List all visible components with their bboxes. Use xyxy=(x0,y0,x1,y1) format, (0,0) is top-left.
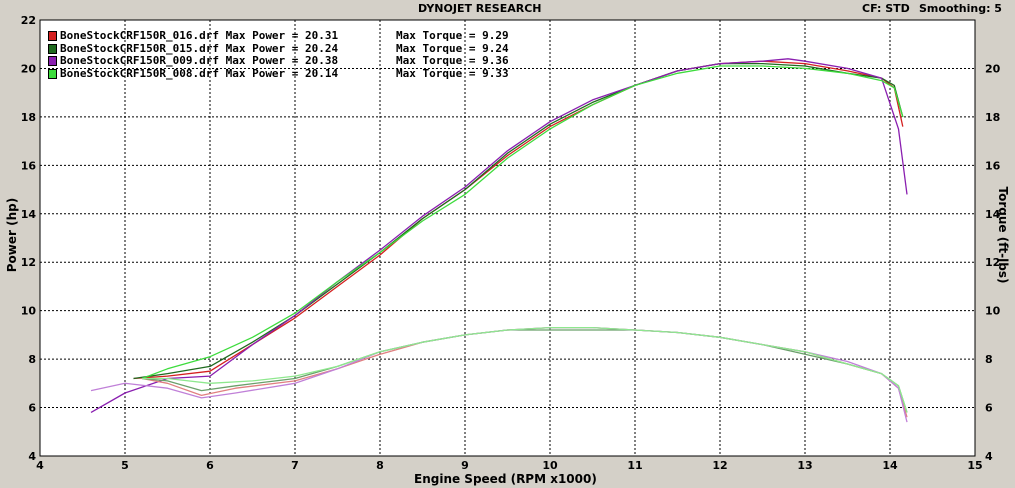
torque-curve-bonestockcrf150r-015-drf[interactable] xyxy=(141,329,908,413)
x-tick-label: 15 xyxy=(967,459,982,472)
legend-swatch xyxy=(48,68,57,79)
x-tick-label: 8 xyxy=(376,459,384,472)
y2-tick-label: 18 xyxy=(985,111,1000,124)
y-tick-label: 16 xyxy=(21,159,37,172)
y2-tick-label: 20 xyxy=(985,62,1001,75)
y2-tick-label: 6 xyxy=(985,402,993,415)
legend-max-torque: Max Torque = 9.36 xyxy=(396,54,509,67)
legend-file-name: BoneStockCRF150R_008.drf xyxy=(60,66,219,80)
x-tick-label: 14 xyxy=(882,459,898,472)
legend-max-power: Max Power = 20.24 xyxy=(225,41,339,55)
legend-swatch xyxy=(48,31,57,42)
legend-max-power: Max Power = 20.31 xyxy=(225,29,339,42)
axis-ticks: 4 5 6 7 8 9 10 11 12 13 14 154681012141618202246810… xyxy=(21,14,1001,472)
legend-item[interactable]: BoneStockCRF150R_008.drf Max Power = 20.… xyxy=(48,66,509,81)
x-tick-label: 10 xyxy=(542,459,558,472)
y-tick-label: 10 xyxy=(21,305,37,318)
chart-title: DYNOJET RESEARCH xyxy=(418,2,542,15)
x-tick-label: 12 xyxy=(712,459,727,472)
legend-file-name: BoneStockCRF150R_015.drf xyxy=(60,41,219,55)
x-tick-label: 6 xyxy=(206,459,214,472)
legend-item[interactable]: BoneStockCRF150R_016.drf Max Power = 20.… xyxy=(48,29,509,43)
y-tick-label: 4 xyxy=(28,450,36,463)
y-tick-label: 12 xyxy=(21,256,36,269)
legend-file-name: BoneStockCRF150R_016.drf xyxy=(60,29,219,42)
legend-swatch xyxy=(48,56,57,67)
legend-swatch xyxy=(48,43,57,54)
y-tick-label: 20 xyxy=(21,62,37,75)
legend: BoneStockCRF150R_016.drf Max Power = 20.… xyxy=(48,29,509,81)
x-tick-label: 11 xyxy=(627,459,642,472)
y-tick-label: 22 xyxy=(21,14,36,27)
series-lines xyxy=(90,58,908,423)
legend-max-power: Max Power = 20.14 xyxy=(225,66,339,80)
y2-axis-title: Torque (ft-lbs) xyxy=(996,186,1010,284)
legend-max-torque: Max Torque = 9.24 xyxy=(396,41,509,55)
y2-tick-label: 12 xyxy=(985,256,1000,269)
legend-item[interactable]: BoneStockCRF150R_009.drf Max Power = 20.… xyxy=(48,54,509,68)
legend-max-torque: Max Torque = 9.29 xyxy=(396,29,509,42)
legend-file-name: BoneStockCRF150R_009.drf xyxy=(60,54,219,67)
power-curve-bonestockcrf150r-009-drf[interactable] xyxy=(90,58,908,413)
power-curve-bonestockcrf150r-016-drf[interactable] xyxy=(133,60,904,380)
x-tick-label: 13 xyxy=(797,459,812,472)
x-tick-label: 5 xyxy=(121,459,129,472)
y-tick-label: 6 xyxy=(28,402,36,415)
y2-tick-label: 8 xyxy=(985,353,993,366)
x-axis-title: Engine Speed (RPM x1000) xyxy=(414,472,597,486)
y2-tick-label: 14 xyxy=(985,208,1001,221)
grid-lines xyxy=(40,20,975,456)
y-axis-title: Power (hp) xyxy=(5,197,19,273)
y2-tick-label: 4 xyxy=(985,450,993,463)
y2-tick-label: 16 xyxy=(985,159,1001,172)
y-tick-label: 14 xyxy=(21,208,37,221)
torque-curve-bonestockcrf150r-008-drf[interactable] xyxy=(142,326,908,413)
power-curve-bonestockcrf150r-008-drf[interactable] xyxy=(141,65,904,380)
x-tick-label: 9 xyxy=(461,459,469,472)
y2-tick-label: 10 xyxy=(985,305,1001,318)
x-tick-label: 7 xyxy=(291,459,299,472)
smoothing-label: Smoothing: 5 xyxy=(919,2,1002,15)
legend-max-power: Max Power = 20.38 xyxy=(225,54,339,67)
legend-max-torque: Max Torque = 9.33 xyxy=(396,66,509,80)
power-curve-bonestockcrf150r-015-drf[interactable] xyxy=(133,62,904,380)
x-tick-label: 4 xyxy=(36,459,44,472)
y-tick-label: 18 xyxy=(21,111,36,124)
y-tick-label: 8 xyxy=(28,353,36,366)
cf-label: CF: STD xyxy=(862,2,910,15)
plot-area xyxy=(39,19,976,457)
legend-item[interactable]: BoneStockCRF150R_015.drf Max Power = 20.… xyxy=(48,41,509,56)
